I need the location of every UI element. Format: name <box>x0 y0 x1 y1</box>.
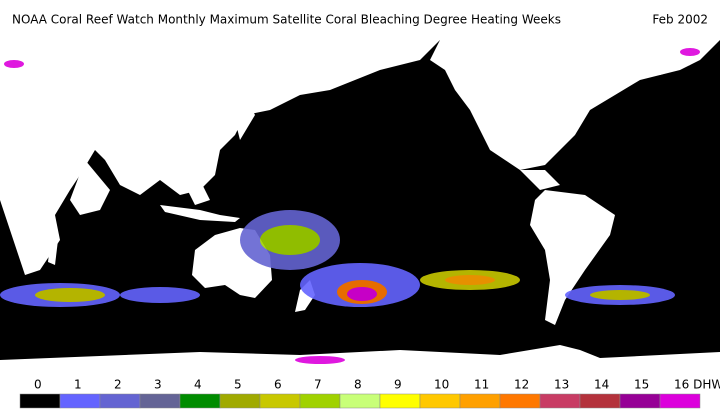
legend-swatch <box>219 393 261 409</box>
legend-label: 14 <box>594 378 609 392</box>
heat-area <box>120 287 200 303</box>
heat-area <box>347 287 377 301</box>
legend-swatch <box>539 393 581 409</box>
legend-label: 13 <box>554 378 569 392</box>
heat-area <box>295 356 345 364</box>
legend-label: 15 <box>634 378 649 392</box>
legend-label: 6 <box>274 378 282 392</box>
heat-area <box>680 48 700 56</box>
legend-swatch <box>659 393 701 409</box>
legend-swatch <box>19 393 61 409</box>
legend-swatch <box>339 393 381 409</box>
legend-label: 9 <box>394 378 402 392</box>
legend-swatch <box>459 393 501 409</box>
legend-swatch <box>59 393 101 409</box>
legend-swatch <box>299 393 341 409</box>
heat-area <box>260 225 320 255</box>
map-title: NOAA Coral Reef Watch Monthly Maximum Sa… <box>12 13 561 27</box>
heat-area <box>4 60 24 68</box>
legend-label: 10 <box>434 378 449 392</box>
legend-label: 3 <box>154 378 162 392</box>
legend-label: 4 <box>194 378 202 392</box>
legend-swatch <box>579 393 621 409</box>
legend-swatch <box>259 393 301 409</box>
legend-label: 1 <box>74 378 82 392</box>
legend-label: 12 <box>514 378 529 392</box>
legend-label: 7 <box>314 378 322 392</box>
legend-swatch <box>379 393 421 409</box>
legend-label: 16 DHW <box>674 378 720 392</box>
heat-area <box>445 275 495 285</box>
legend-swatch <box>499 393 541 409</box>
legend-swatch <box>99 393 141 409</box>
legend-label: 5 <box>234 378 242 392</box>
legend-swatch <box>139 393 181 409</box>
bleaching-field <box>0 48 700 364</box>
legend-label: 0 <box>34 378 42 392</box>
heat-area <box>590 290 650 300</box>
legend-swatch <box>179 393 221 409</box>
map-date: Feb 2002 <box>652 13 708 27</box>
legend-swatch <box>619 393 661 409</box>
color-legend: 0 1 2 3 4 5 6 7 8 9 10 11 12 13 14 15 16 DHW <box>19 378 720 409</box>
legend-label: 11 <box>474 378 489 392</box>
land <box>0 40 720 370</box>
legend-swatch <box>419 393 461 409</box>
heat-area <box>35 288 105 302</box>
legend-label: 2 <box>114 378 122 392</box>
legend-label: 8 <box>354 378 362 392</box>
